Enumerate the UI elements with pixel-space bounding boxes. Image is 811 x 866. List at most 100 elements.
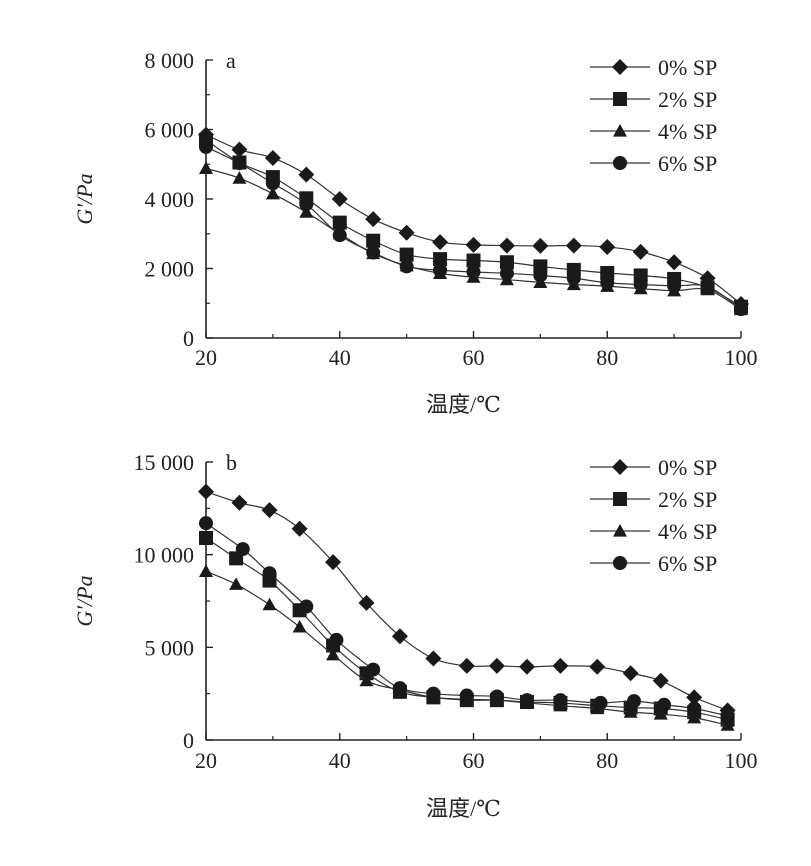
data-point [231,141,248,158]
legend-item: 6% SP [590,551,717,576]
data-point [232,156,247,171]
panel-a: 20 40 60 80 100 0 2 000 4 000 6 000 8 000 a 温度/℃ G′/… [72,48,758,417]
legend-label: 2% SP [658,87,717,112]
data-point [232,171,247,184]
data-point [329,632,344,647]
data-point [199,530,213,545]
legend-marker [613,556,627,570]
data-point [299,205,314,218]
panel-b: 20 40 60 80 100 0 5 000 10 000 15 000 b 温度/℃ G′/Pa 0… [72,450,758,821]
data-point [391,628,408,645]
x-tick-label: 60 [463,345,485,370]
y-tick-label: 8 000 [145,48,195,73]
data-point [632,243,649,260]
data-point [667,278,682,293]
data-point [425,650,442,667]
legend-marker [612,59,628,75]
panel-label: a [226,48,236,73]
data-point [565,237,582,254]
data-point [292,619,307,633]
data-point [229,577,244,590]
y-tick-label: 10 000 [134,543,195,568]
data-point [359,673,374,687]
data-point [358,594,375,611]
legend-label: 4% SP [658,119,717,144]
x-axis-title: 温度/℃ [426,392,501,417]
data-point [519,658,535,675]
data-point [488,657,505,674]
data-point [734,302,748,317]
data-point [332,215,347,230]
data-point [261,502,278,519]
data-point [199,139,213,154]
legend-label: 6% SP [658,551,717,576]
y-tick-label: 15 000 [134,450,195,475]
data-point [458,657,475,674]
y-tick-label: 6 000 [145,118,195,143]
data-point [426,686,441,701]
legend-marker [613,492,627,506]
series-circle [199,516,735,723]
data-point [553,693,568,708]
data-point [199,161,213,175]
data-point [520,693,534,708]
data-point [465,236,482,253]
data-point [399,259,414,274]
data-point [366,233,381,248]
legend-item: 4% SP [590,519,717,544]
data-point [459,688,474,703]
data-point [399,247,414,262]
x-axis-title: 温度/℃ [426,796,501,821]
data-point [687,701,702,716]
x-tick-label: 60 [463,748,485,773]
data-point [623,705,638,718]
legend-marker [613,124,627,137]
x-tick-label: 40 [329,345,351,370]
data-point [686,689,703,706]
x-tick-label: 20 [195,748,217,773]
legend-label: 6% SP [658,151,717,176]
legend-item: 0% SP [590,455,717,480]
x-tick-label: 20 [195,345,217,370]
x-tick-label: 80 [596,748,618,773]
data-point [433,252,448,267]
legend-label: 2% SP [658,487,717,512]
y-tick-label: 0 [183,326,194,351]
data-point [265,176,280,191]
data-point [533,268,548,283]
data-point [398,224,415,241]
data-point [198,483,214,500]
data-point [593,695,608,710]
legend-marker [613,524,627,537]
legend-label: 0% SP [658,455,717,480]
data-point [600,275,615,290]
data-point [291,520,308,537]
data-point [633,277,648,292]
data-point [653,707,668,720]
legend-label: 0% SP [658,55,717,80]
y-tick-label: 5 000 [145,635,195,660]
x-tick-label: 40 [329,748,351,773]
data-point [326,647,341,661]
data-point [489,689,504,704]
data-point [532,237,549,254]
series-line [205,491,728,711]
panel-label: b [226,450,237,475]
data-point [687,710,702,724]
legend-item: 2% SP [590,87,717,112]
data-point [666,254,683,271]
data-point [366,245,381,260]
data-point [264,149,281,166]
data-point [332,228,347,243]
series-line [205,522,728,717]
data-point [552,657,569,674]
data-point [365,211,382,228]
data-point [622,665,639,682]
data-point [299,599,314,614]
data-point [199,564,213,577]
data-point [652,672,669,689]
data-point [466,264,481,279]
data-point [700,279,715,294]
